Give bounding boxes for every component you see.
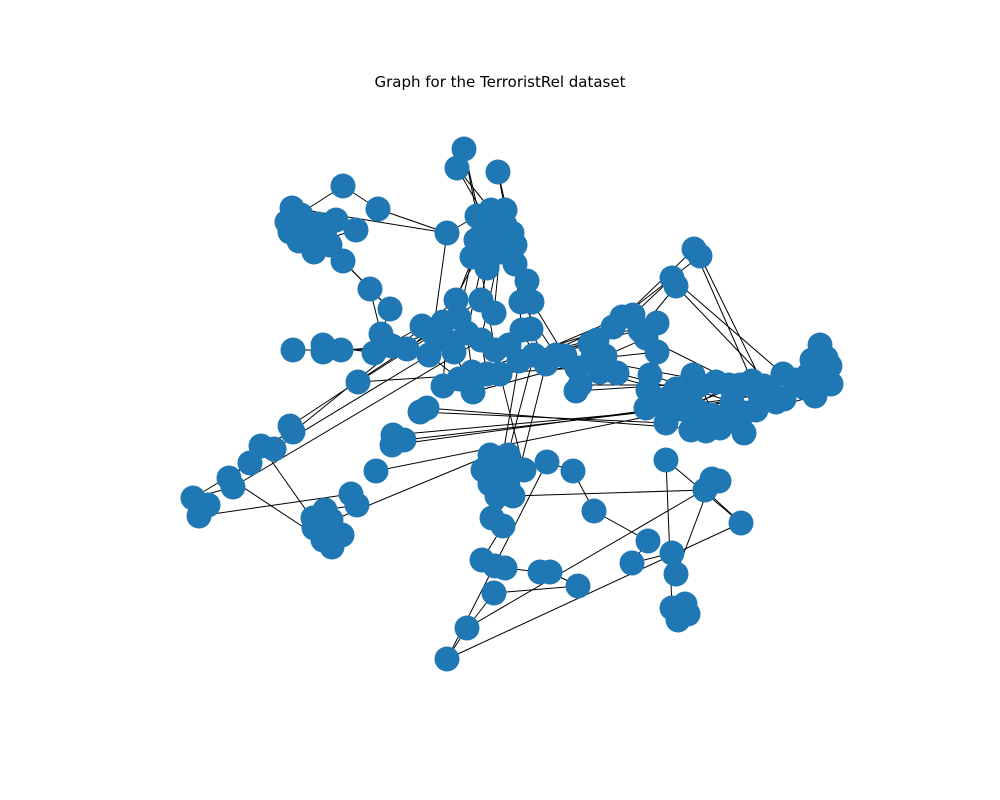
graph-node (237, 450, 263, 476)
graph-edge (466, 480, 720, 629)
graph-node (343, 217, 369, 243)
graph-edge (232, 339, 482, 488)
graph-node (692, 477, 718, 503)
graph-node (319, 534, 345, 560)
graph-node (687, 243, 713, 269)
graph-node (357, 276, 383, 302)
graph-edge (446, 522, 742, 660)
graph-node (782, 367, 808, 393)
graph-node (667, 396, 693, 422)
graph-node (460, 379, 486, 405)
graph-node (280, 419, 306, 445)
graph-edge (512, 489, 706, 497)
graph-node (659, 540, 685, 566)
graph-title: Graph for the TerroristRel dataset (374, 73, 626, 91)
graph-node (377, 296, 403, 322)
graph-node (560, 458, 586, 484)
graph-node (487, 361, 513, 387)
graph-node (363, 458, 389, 484)
graph-node (500, 483, 526, 509)
graph-node (220, 474, 246, 500)
graph-node (416, 342, 442, 368)
graph-node (519, 289, 545, 315)
graph-edge (699, 255, 765, 387)
graph-node (323, 207, 349, 233)
graph-node (565, 573, 591, 599)
graph-node (379, 432, 405, 458)
graph-node (309, 227, 335, 253)
graph-edge (493, 585, 579, 594)
graph-node (511, 457, 537, 483)
graph-node (731, 420, 757, 446)
graph-node (481, 300, 507, 326)
graph-node (481, 580, 507, 606)
graph-node (485, 159, 511, 185)
graph-node (707, 415, 733, 441)
graph-node (665, 607, 691, 633)
graph-node (663, 561, 689, 587)
graph-node (434, 220, 460, 246)
graph-node (454, 615, 480, 641)
graph-node (301, 515, 327, 541)
graph-node (663, 273, 689, 299)
graph-nodes (180, 136, 844, 672)
graph-node (502, 232, 528, 258)
graph-node (514, 268, 540, 294)
graph-node (394, 336, 420, 362)
graph-node (619, 550, 645, 576)
graph-node (345, 369, 371, 395)
graph-node (451, 136, 477, 162)
graph-node (757, 379, 783, 405)
graph-node (537, 559, 563, 585)
graph-node (330, 173, 356, 199)
graph-node (563, 378, 589, 404)
graph-node (330, 248, 356, 274)
graph-node (635, 528, 661, 554)
graph-node (261, 436, 287, 462)
graph-node (581, 498, 607, 524)
graph-node (633, 325, 659, 351)
graph-node (365, 196, 391, 222)
graph-node (280, 337, 306, 363)
graph-edge (313, 454, 491, 529)
graph-node (434, 646, 460, 672)
graph-node (344, 492, 370, 518)
graph-node (492, 555, 518, 581)
graph-node (328, 337, 354, 363)
graph-node (444, 155, 470, 181)
graph-node (579, 347, 605, 373)
graph-node (186, 503, 212, 529)
graph-edge (665, 459, 673, 609)
graph-node (490, 513, 516, 539)
graph-node (492, 212, 518, 238)
graph-edge (671, 277, 784, 375)
graph-node (728, 510, 754, 536)
graph-node (463, 227, 489, 253)
graph-edge (693, 248, 753, 382)
graph-node (518, 316, 544, 342)
graph-node (719, 389, 745, 415)
graph-node (407, 399, 433, 425)
graph-node (534, 449, 560, 475)
graph-node (653, 447, 679, 473)
graph-node (441, 339, 467, 365)
